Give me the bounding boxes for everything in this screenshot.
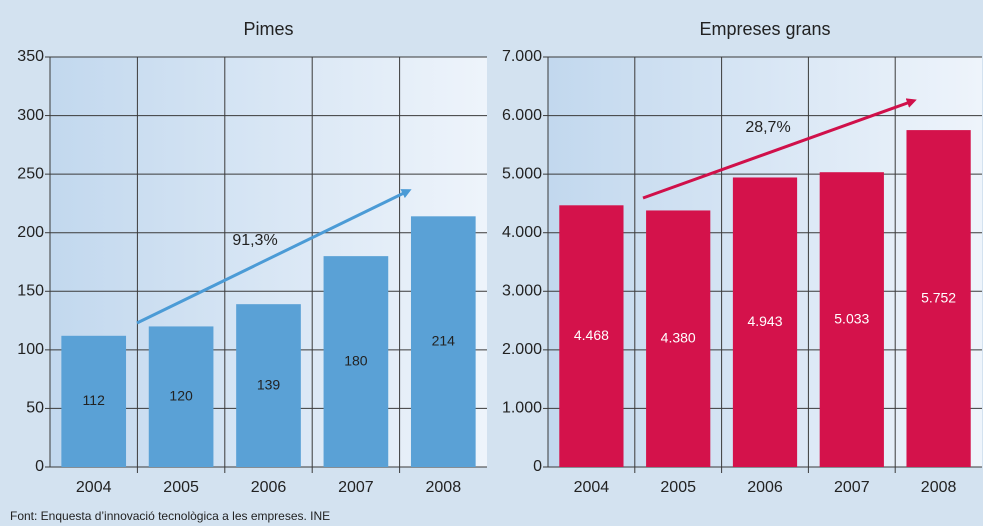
y-tick-label: 6.000 <box>502 107 542 124</box>
source-note: Font: Enquesta d’innovació tecnològica a… <box>10 509 330 523</box>
data-label: 214 <box>432 332 456 348</box>
y-tick-label: 0 <box>35 458 44 475</box>
bar <box>148 326 214 467</box>
bar <box>236 304 301 467</box>
y-tick-label: 250 <box>17 165 44 182</box>
y-tick-label: 50 <box>26 400 44 417</box>
x-tick-label: 2006 <box>747 479 783 496</box>
bar <box>61 335 127 467</box>
data-label: 139 <box>257 376 281 392</box>
trend-arrow <box>136 189 412 325</box>
x-tick-label: 2006 <box>251 479 287 496</box>
y-tick-label: 100 <box>17 341 44 358</box>
x-tick-label: 2007 <box>834 479 870 496</box>
y-tick-label: 300 <box>17 107 44 124</box>
x-tick-label: 2008 <box>426 479 462 496</box>
x-tick-label: 2005 <box>660 479 696 496</box>
trend-arrow <box>642 98 917 200</box>
y-tick-label: 0 <box>533 458 542 475</box>
bar <box>819 172 884 467</box>
bar <box>732 177 798 467</box>
x-tick-label: 2005 <box>163 479 199 496</box>
data-label: 4.468 <box>574 327 609 343</box>
y-tick-label: 1.000 <box>502 400 542 417</box>
bar <box>559 205 624 467</box>
y-tick-label: 7.000 <box>502 48 542 65</box>
data-label: 4.943 <box>747 313 782 329</box>
bar <box>410 216 476 467</box>
data-label: 5.752 <box>921 289 956 305</box>
y-tick-label: 350 <box>17 48 44 65</box>
y-tick-label: 200 <box>17 224 44 241</box>
data-label: 112 <box>83 392 106 408</box>
chart-title: Pimes <box>243 19 293 39</box>
y-tick-label: 5.000 <box>502 165 542 182</box>
annotation: 91,3% <box>232 232 277 249</box>
x-tick-label: 2004 <box>76 479 112 496</box>
x-tick-label: 2004 <box>574 479 610 496</box>
chart-title: Empreses grans <box>699 19 830 39</box>
bar <box>323 256 389 467</box>
x-tick-label: 2008 <box>921 479 957 496</box>
data-label: 180 <box>344 352 368 368</box>
y-tick-label: 150 <box>17 283 44 300</box>
y-tick-label: 2.000 <box>502 341 542 358</box>
x-tick-label: 2007 <box>338 479 374 496</box>
y-tick-label: 3.000 <box>502 283 542 300</box>
data-label: 5.033 <box>834 310 869 326</box>
data-label: 120 <box>169 387 193 403</box>
annotation: 28,7% <box>745 119 790 136</box>
bar <box>906 130 971 467</box>
y-tick-label: 4.000 <box>502 224 542 241</box>
data-label: 4.380 <box>661 329 696 345</box>
bar <box>646 210 711 467</box>
